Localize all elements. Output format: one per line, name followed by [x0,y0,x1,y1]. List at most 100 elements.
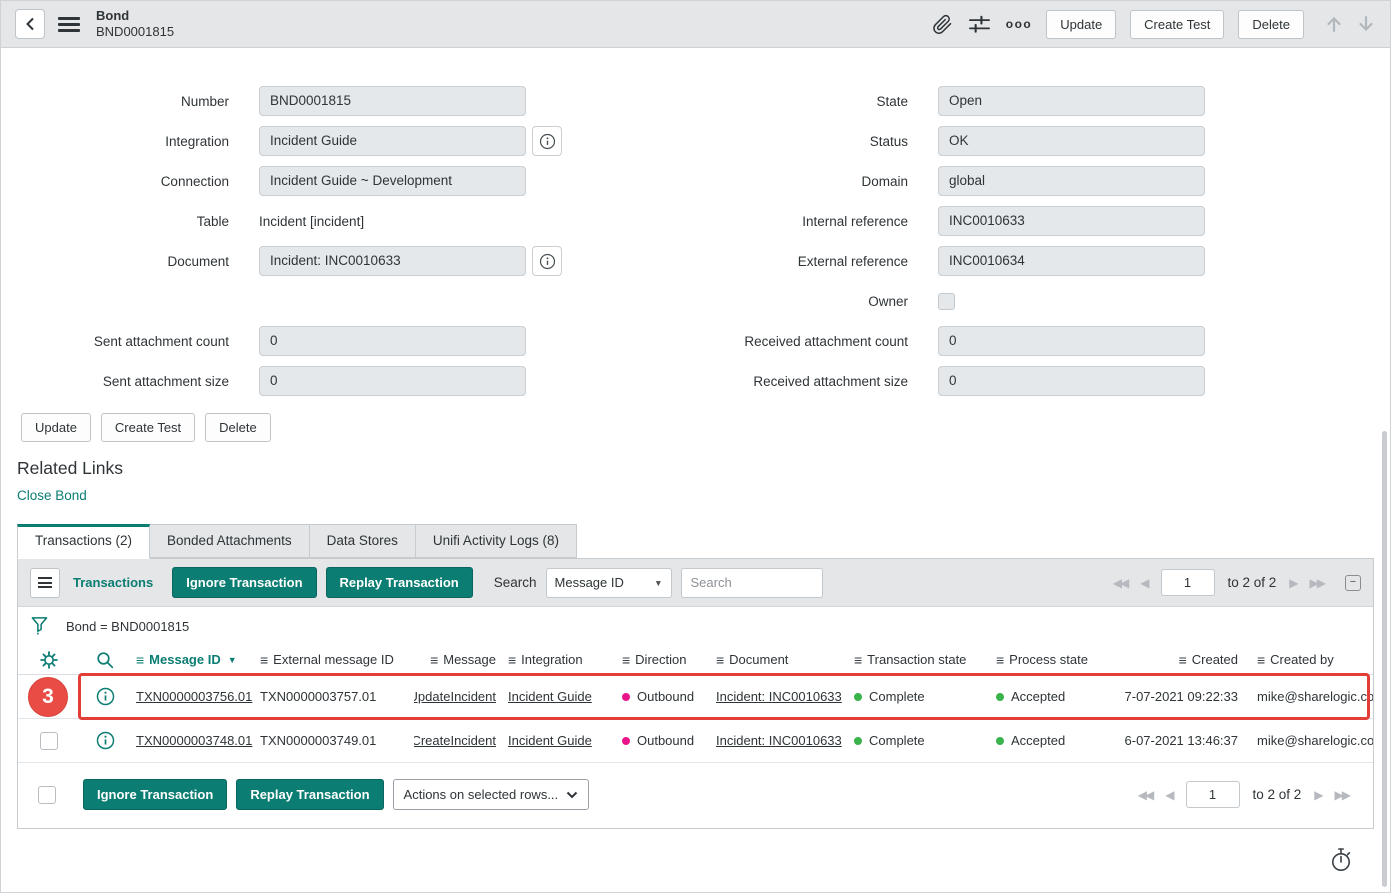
column-header-created-by[interactable]: ≡ Created by [1244,652,1373,668]
personalize-list-gear[interactable] [18,650,80,669]
replay-transaction-button[interactable]: Replay Transaction [325,567,473,598]
column-label: Message [443,652,496,667]
context-menu-icon[interactable] [58,14,80,35]
tab-bonded-attachments[interactable]: Bonded Attachments [149,524,310,558]
column-label: External message ID [273,652,394,667]
minimize-list-icon[interactable]: − [1345,574,1361,591]
column-menu-icon[interactable]: ≡ [1257,651,1266,668]
more-options-icon[interactable]: ooo [1005,17,1033,31]
delete-button-header[interactable]: Delete [1238,9,1304,39]
column-header-integration[interactable]: ≡ Integration [502,652,616,668]
message-id-link[interactable]: TXN0000003756.01 [136,689,253,704]
list-context-menu-button[interactable] [30,567,60,598]
delete-button[interactable]: Delete [205,413,271,442]
create-test-button-header[interactable]: Create Test [1130,9,1225,39]
integration-info-button[interactable] [532,126,562,156]
tab-unifi-activity-logs[interactable]: Unifi Activity Logs (8) [414,524,577,558]
last-page-icon[interactable]: ▶▶ [1309,575,1327,590]
column-menu-icon[interactable]: ≡ [260,651,269,668]
table-value: Incident [incident] [259,213,365,229]
state-field: Open [938,86,1205,116]
column-menu-icon[interactable]: ≡ [996,651,1005,668]
vertical-scrollbar-thumb[interactable] [1382,431,1387,887]
column-label: Created [1191,652,1238,667]
document-info-button[interactable] [532,246,562,276]
filter-breadcrumb[interactable]: Bond = BND0001815 [66,618,190,634]
column-header-message[interactable]: ≡ Message [414,652,502,668]
column-menu-icon[interactable]: ≡ [430,651,439,668]
personalize-sliders-icon[interactable] [967,13,992,35]
column-menu-icon[interactable]: ≡ [508,651,517,668]
column-header-created[interactable]: ≡ Created [1124,652,1244,668]
sent-attachment-count-field: 0 [259,326,526,356]
field-row-received-attachment-size: Received attachment size 0 [661,361,1390,401]
update-button-header[interactable]: Update [1046,9,1117,39]
replay-transaction-button-footer[interactable]: Replay Transaction [236,779,384,810]
actions-on-selected-rows-select[interactable]: Actions on selected rows... [392,779,589,810]
tab-transactions[interactable]: Transactions (2) [17,524,151,559]
page-number-input[interactable] [1160,569,1215,596]
search-field-selected: Message ID [554,575,624,590]
gear-icon [40,650,58,669]
attachment-paperclip-icon[interactable] [932,14,953,35]
column-menu-icon[interactable]: ≡ [854,651,863,668]
page-number-input[interactable] [1185,781,1240,808]
message-link[interactable]: UpdateIncident [414,689,496,704]
select-all-checkbox[interactable] [38,785,56,804]
previous-record-arrow-icon[interactable] [1324,14,1344,34]
row-info-button[interactable] [80,731,130,750]
field-row-spacer [1,281,661,321]
first-page-icon[interactable]: ◀◀ [1137,787,1155,802]
column-header-transaction-state[interactable]: ≡ Transaction state [848,652,990,668]
search-field-select[interactable]: Message ID ▼ [545,567,672,598]
column-header-message-id[interactable]: ≡ Message ID ▼ [130,652,254,668]
column-menu-icon[interactable]: ≡ [136,651,145,668]
info-icon [539,133,555,149]
column-header-process-state[interactable]: ≡ Process state [990,652,1124,668]
column-header-document[interactable]: ≡ Document [710,652,848,668]
received-attachment-size-field: 0 [938,366,1205,396]
column-header-external-message-id[interactable]: ≡ External message ID [254,652,414,668]
row-info-button[interactable] [80,687,130,706]
transaction-row-1[interactable]: TXN0000003756.01 TXN0000003757.01 Update… [18,673,1373,720]
close-bond-link[interactable]: Close Bond [17,488,87,503]
document-link[interactable]: Incident: INC0010633 [716,689,842,704]
annotation-step-badge: 3 [28,677,68,717]
status-field: OK [938,126,1205,156]
next-page-icon[interactable]: ▶ [1289,575,1298,590]
create-test-button[interactable]: Create Test [100,413,196,442]
update-button[interactable]: Update [21,413,91,442]
back-button[interactable] [15,9,45,39]
message-link[interactable]: CreateIncident [414,733,496,748]
column-menu-icon[interactable]: ≡ [1178,651,1187,668]
owner-checkbox[interactable] [938,292,955,310]
transaction-row-2[interactable]: TXN0000003748.01 TXN0000003749.01 Create… [18,719,1373,763]
next-page-icon[interactable]: ▶ [1314,787,1323,802]
tab-data-stores[interactable]: Data Stores [308,524,416,558]
next-record-arrow-icon[interactable] [1356,14,1376,34]
document-link[interactable]: Incident: INC0010633 [716,733,842,748]
column-header-direction[interactable]: ≡ Direction [616,652,710,668]
filter-funnel-icon[interactable] [30,616,49,636]
column-label: Created by [1270,652,1334,667]
list-search-toggle[interactable] [80,651,130,669]
search-input[interactable] [680,567,823,598]
response-time-stopwatch-icon[interactable] [1329,847,1353,876]
field-row-sent-attachment-count: Sent attachment count 0 [1,321,661,361]
row-checkbox[interactable] [40,731,58,750]
ignore-transaction-button-footer[interactable]: Ignore Transaction [83,779,228,810]
previous-page-icon[interactable]: ◀ [1165,787,1174,802]
integration-link[interactable]: Incident Guide [508,733,592,748]
external-message-id-value: TXN0000003757.01 [260,689,377,704]
list-title: Transactions [73,575,154,590]
message-id-link[interactable]: TXN0000003748.01 [136,733,253,748]
column-menu-icon[interactable]: ≡ [622,651,631,668]
integration-link[interactable]: Incident Guide [508,689,592,704]
domain-label: Domain [861,173,908,189]
column-menu-icon[interactable]: ≡ [716,651,725,668]
ignore-transaction-button[interactable]: Ignore Transaction [172,567,317,598]
previous-page-icon[interactable]: ◀ [1140,575,1149,590]
first-page-icon[interactable]: ◀◀ [1112,575,1130,590]
last-page-icon[interactable]: ▶▶ [1334,787,1352,802]
